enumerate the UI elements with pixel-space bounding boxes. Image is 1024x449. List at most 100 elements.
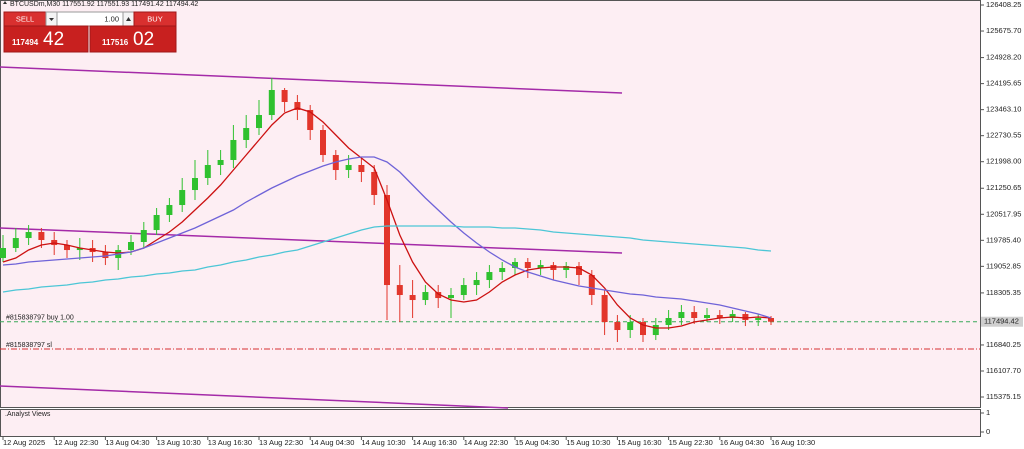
y-tick-label: 116840.25 <box>986 340 1021 349</box>
candle-body <box>294 102 301 111</box>
candle-body <box>64 245 70 251</box>
y-tick-label: 125675.70 <box>986 26 1021 35</box>
buy-price-box[interactable] <box>89 25 177 53</box>
plot: #815838797 buy 1.00 #815838797 sl 117494.4… <box>0 77 1023 350</box>
sell-label: SELL <box>16 14 34 23</box>
candle-body <box>742 314 749 321</box>
candle-body <box>0 248 6 259</box>
moving-average <box>2 225 772 293</box>
candle-body <box>588 275 595 296</box>
x-tick-label: 12 Aug 22:30 <box>54 438 98 447</box>
channel-line <box>0 227 623 254</box>
buy-price-main: 117516 <box>102 38 129 47</box>
candle-body <box>473 280 480 286</box>
candle-body <box>729 314 736 319</box>
y-tick-label: 122730.55 <box>986 131 1021 140</box>
candle-body <box>384 194 390 286</box>
down-arrow <box>49 18 54 21</box>
y-tick-label: 115375.15 <box>986 392 1021 401</box>
candle-body <box>243 128 250 140</box>
moving-average <box>2 156 772 319</box>
candle-body <box>537 265 544 269</box>
y-tick-label: 124195.65 <box>986 79 1021 88</box>
x-tick-label: 13 Aug 10:30 <box>157 438 201 447</box>
candle-body <box>499 268 506 273</box>
candle-body <box>12 238 19 249</box>
sell-price-main: 117494 <box>12 38 39 47</box>
x-tick-label: 15 Aug 22:30 <box>669 438 713 447</box>
candle-body <box>268 89 275 116</box>
x-tick-label: 16 Aug 10:30 <box>771 438 815 447</box>
candle-body <box>166 205 173 215</box>
candle-body <box>652 325 659 336</box>
candle-body <box>755 318 762 321</box>
candle-body <box>768 318 774 322</box>
candle-body <box>576 266 582 276</box>
candle-body <box>524 262 531 269</box>
y-tick-label: 116107.70 <box>986 366 1021 375</box>
candle-body <box>307 110 314 131</box>
collapse-icon[interactable] <box>3 1 7 4</box>
candle-body <box>665 318 672 326</box>
candle-body <box>281 89 288 103</box>
order-label: #815838797 buy 1.00 <box>6 315 74 322</box>
candle-body <box>614 322 621 331</box>
candle-body <box>128 242 134 251</box>
y-tick-label: 118305.35 <box>986 288 1021 297</box>
candle-body <box>691 312 698 319</box>
up-arrow <box>126 17 131 21</box>
x-tick-label: 15 Aug 04:30 <box>515 438 559 447</box>
candle-body <box>396 285 403 296</box>
candle-body <box>153 214 160 231</box>
y-tick-label: 126408.25 <box>986 0 1021 9</box>
candle-body <box>512 262 518 269</box>
candle-body <box>76 248 83 251</box>
price-pane <box>0 0 981 408</box>
buy-label: BUY <box>147 14 162 23</box>
candle-body <box>230 139 237 160</box>
volume-value: 1.00 <box>104 14 119 23</box>
indicator-tick-label: 0 <box>986 427 990 436</box>
candle-body <box>409 295 416 301</box>
candle-body <box>678 312 685 319</box>
candle-body <box>601 295 608 323</box>
x-tick-label: 14 Aug 16:30 <box>413 438 457 447</box>
y-tick-label: 123463.10 <box>986 105 1021 114</box>
symbol-info: BTCUSDm,M30 117551.92 117551.93 117491.4… <box>10 1 198 8</box>
candle-body <box>217 159 224 166</box>
candle-body <box>102 252 109 259</box>
channel-line <box>0 385 509 409</box>
x-tick-label: 13 Aug 22:30 <box>259 438 303 447</box>
candle-body <box>358 165 365 173</box>
candle-body <box>192 178 198 191</box>
price-tag <box>981 316 1023 327</box>
trade-panel: BTCUSDm,M30 117551.92 117551.93 117491.4… <box>3 1 198 53</box>
sell-price-box[interactable] <box>3 25 89 53</box>
x-tick-label: 12 Aug 2025 <box>3 438 45 447</box>
candle-body <box>640 322 646 336</box>
y-tick-label: 119052.85 <box>986 261 1021 270</box>
x-tick-label: 14 Aug 04:30 <box>310 438 354 447</box>
candle-body <box>486 272 493 281</box>
candle-body <box>25 232 32 239</box>
indicator-pane <box>0 409 981 437</box>
x-tick-label: 16 Aug 04:30 <box>720 438 764 447</box>
candle-body <box>448 295 454 299</box>
candle-body <box>371 172 378 195</box>
candle-body <box>140 230 147 243</box>
x-tick-label: 15 Aug 10:30 <box>566 438 610 447</box>
candle-body <box>320 130 326 156</box>
buy-price-pips: 02 <box>133 29 154 50</box>
candle-body <box>460 285 467 296</box>
x-tick-label: 15 Aug 16:30 <box>617 438 661 447</box>
price-tag-label: 117494.42 <box>984 317 1019 326</box>
candle-body <box>627 322 634 331</box>
order-label: #815838797 sl <box>6 342 52 349</box>
candle-body <box>422 292 429 301</box>
x-tick-label: 14 Aug 10:30 <box>361 438 405 447</box>
candle-body <box>38 232 45 241</box>
channel-line <box>0 66 623 94</box>
candle-body <box>204 165 211 179</box>
